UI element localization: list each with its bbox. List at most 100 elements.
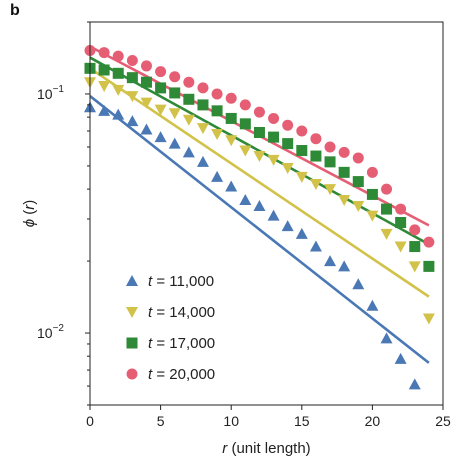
- data-point-series-1: [324, 255, 337, 267]
- data-point-series-2: [196, 123, 209, 135]
- data-point-series-1: [239, 194, 252, 206]
- legend-label-series-4: t = 20,000: [148, 366, 215, 383]
- data-point-series-3: [225, 112, 237, 124]
- data-point-series-3: [423, 260, 435, 272]
- data-point-series-4: [197, 82, 209, 94]
- y-tick-exponent: −2: [53, 323, 65, 334]
- fit-line-series-2: [89, 67, 430, 298]
- legend-label-var: t: [148, 273, 153, 290]
- data-point-series-3: [126, 72, 138, 84]
- data-point-series-3: [282, 138, 294, 150]
- x-axis-title: r (unit length): [222, 440, 310, 457]
- data-point-series-3: [366, 188, 378, 200]
- legend-label-var: t: [148, 304, 153, 321]
- y-tick-base: 10: [37, 86, 53, 102]
- data-point-series-2: [154, 104, 167, 116]
- x-axis: 0 5 10 15 20 25: [86, 405, 451, 429]
- data-point-series-2: [394, 241, 407, 253]
- data-point-series-4: [183, 76, 195, 88]
- data-point-series-2: [211, 129, 224, 141]
- data-point-series-1: [225, 180, 238, 192]
- data-point-series-4: [324, 141, 336, 153]
- data-point-series-3: [112, 67, 124, 79]
- data-point-series-2: [338, 195, 351, 207]
- data-point-series-2: [352, 200, 365, 212]
- data-point-series-2: [309, 179, 322, 191]
- data-point-series-4: [352, 152, 364, 164]
- x-axis-title-rest: (unit length): [227, 440, 310, 457]
- data-point-series-2: [140, 97, 153, 109]
- data-point-series-2: [422, 313, 435, 325]
- data-point-series-1: [366, 299, 379, 311]
- data-point-series-3: [296, 145, 308, 157]
- legend-label-series-1: t = 11,000: [148, 273, 214, 290]
- legend-label-var: t: [148, 335, 153, 352]
- data-point-series-3: [98, 64, 110, 76]
- data-point-series-3: [395, 216, 407, 228]
- data-point-series-3: [197, 99, 209, 111]
- data-point-series-3: [169, 87, 181, 99]
- data-point-series-1: [295, 227, 308, 239]
- x-tick-label: 15: [294, 413, 310, 429]
- data-point-series-1: [98, 104, 111, 116]
- data-point-series-1: [394, 352, 407, 364]
- data-point-series-4: [423, 236, 435, 248]
- data-points: [84, 44, 435, 390]
- data-point-series-1: [211, 170, 224, 182]
- data-point-series-1: [182, 146, 195, 158]
- legend-label-value: = 20,000: [152, 366, 215, 383]
- data-point-series-2: [168, 108, 181, 120]
- data-point-series-1: [281, 220, 294, 232]
- data-point-series-3: [381, 203, 393, 215]
- data-point-series-1: [309, 240, 322, 252]
- data-point-series-1: [352, 278, 365, 290]
- data-point-series-4: [239, 99, 251, 111]
- data-point-series-3: [155, 82, 167, 94]
- data-point-series-3: [409, 241, 421, 253]
- data-point-series-4: [112, 50, 124, 62]
- data-point-series-4: [282, 119, 294, 131]
- data-point-series-1: [154, 131, 167, 143]
- y-tick-exponent: −1: [53, 84, 65, 95]
- x-tick-label: 25: [435, 413, 451, 429]
- data-point-series-4: [169, 71, 181, 83]
- fit-line-series-1: [89, 95, 430, 364]
- x-tick-label: 5: [157, 413, 165, 429]
- data-point-series-3: [211, 105, 223, 117]
- data-point-series-3: [253, 126, 265, 138]
- y-axis-title-close: ): [21, 200, 38, 205]
- legend-marker-series-2: [126, 307, 138, 318]
- data-point-series-1: [267, 209, 280, 221]
- y-axis: 10−1 10−2: [37, 21, 90, 406]
- legend-label-value: = 14,000: [152, 304, 215, 321]
- legend-label-var: t: [148, 366, 153, 383]
- data-point-series-3: [324, 156, 336, 168]
- fit-line-series-3: [89, 56, 430, 246]
- x-tick-label: 10: [223, 413, 239, 429]
- data-point-series-4: [310, 133, 322, 145]
- data-point-series-1: [380, 332, 393, 344]
- data-point-series-1: [126, 115, 139, 127]
- y-axis-title-open: (: [21, 210, 38, 219]
- data-point-series-2: [267, 154, 280, 166]
- data-point-series-3: [268, 131, 280, 143]
- data-point-series-3: [338, 166, 350, 178]
- data-point-series-3: [310, 150, 322, 162]
- data-point-series-2: [281, 163, 294, 175]
- data-point-series-4: [98, 47, 110, 59]
- data-point-series-2: [126, 91, 139, 103]
- data-point-series-2: [380, 228, 393, 240]
- data-point-series-2: [239, 145, 252, 157]
- y-tick-label: 10−2: [37, 323, 64, 341]
- data-point-series-4: [409, 224, 421, 236]
- y-axis-title: ϕ (r): [21, 200, 38, 228]
- data-point-series-3: [239, 118, 251, 130]
- legend-marker-series-1: [126, 275, 138, 286]
- data-point-series-4: [296, 125, 308, 137]
- data-point-series-2: [324, 184, 337, 196]
- data-point-series-1: [253, 199, 266, 211]
- data-point-series-2: [225, 135, 238, 147]
- x-tick-label: 20: [365, 413, 381, 429]
